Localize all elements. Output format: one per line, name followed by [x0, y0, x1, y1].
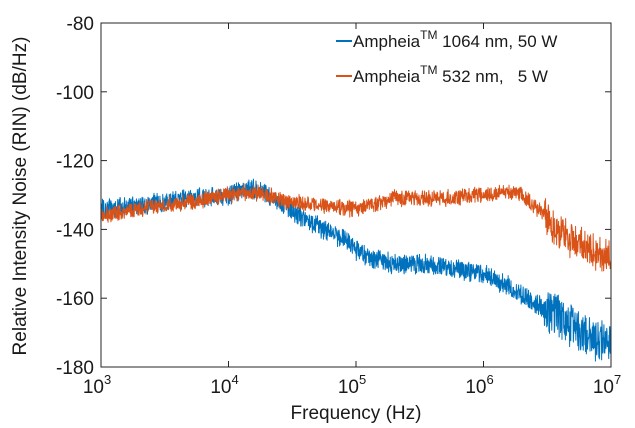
x-tick-label: 105 [338, 372, 366, 398]
x-tick-exponent: 4 [231, 372, 238, 387]
y-axis-label: Relative Intensity Noise (RIN) (dB/Hz) [10, 37, 31, 356]
x-tick-exponent: 5 [359, 372, 366, 387]
x-tick-label: 107 [593, 372, 621, 398]
legend-entry: AmpheiaTM 1064 nm, 50 W [353, 28, 557, 51]
x-tick-base: 10 [593, 377, 614, 398]
legend-suffix: 532 nm, 5 W [437, 67, 548, 86]
x-tick-exponent: 7 [614, 372, 621, 387]
y-tick-label: -180 [56, 358, 94, 379]
y-tick-label: -160 [56, 289, 94, 310]
series-layer [100, 178, 612, 362]
legend-suffix: 1064 nm, 50 W [437, 32, 557, 51]
x-tick-exponent: 6 [486, 372, 493, 387]
x-tick-label: 103 [83, 372, 111, 398]
legend-entry: AmpheiaTM 532 nm, 5 W [353, 63, 548, 86]
tick-layer: 103 104 105 106 107-80-100-120-140-160-180 [56, 14, 621, 398]
legend-name: Ampheia [353, 67, 421, 86]
legend-superscript: TM [420, 28, 437, 42]
y-tick-label: -140 [56, 220, 94, 241]
x-tick-base: 10 [465, 377, 486, 398]
series-line-2 [100, 183, 612, 272]
x-tick-base: 10 [338, 377, 359, 398]
legend-superscript: TM [420, 63, 437, 77]
x-tick-label: 106 [465, 372, 493, 398]
y-tick-label: -80 [67, 14, 94, 35]
x-tick-label: 104 [210, 372, 238, 398]
x-tick-exponent: 3 [104, 372, 111, 387]
x-tick-base: 10 [83, 377, 104, 398]
x-axis-label: Frequency (Hz) [291, 403, 422, 423]
legend-name: Ampheia [353, 32, 421, 51]
y-tick-label: -120 [56, 152, 94, 173]
y-tick-label: -100 [56, 83, 94, 104]
x-tick-base: 10 [210, 377, 231, 398]
